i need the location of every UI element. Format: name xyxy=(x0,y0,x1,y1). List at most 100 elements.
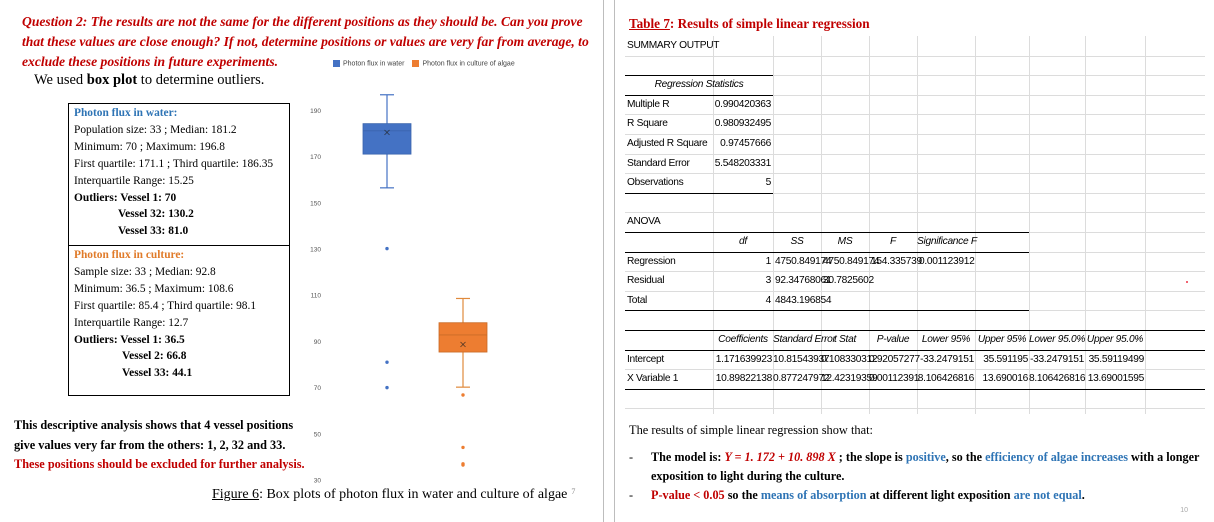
box-plot-chart: 30 50 70 90 110 130 150 170 190 xyxy=(310,94,488,485)
bullet2-c: . xyxy=(1081,488,1085,502)
stat-value: 5 xyxy=(765,177,772,189)
bullet1-b: ; the slope is xyxy=(835,450,906,464)
bullet2-b: at different light exposition xyxy=(866,488,1014,502)
coef-row-label: Intercept xyxy=(627,353,664,365)
y-tick-label: 50 xyxy=(314,431,322,438)
grid-row-line xyxy=(625,55,1205,57)
bullet2-means: means of absorption xyxy=(760,488,867,502)
anova-header: Significance F xyxy=(917,236,977,247)
grid-col-line xyxy=(713,36,714,414)
coef-cell: 0.108330312 xyxy=(821,353,878,365)
grid-col-line xyxy=(975,36,976,414)
y-tick-label: 70 xyxy=(314,385,322,392)
coef-header: P-value xyxy=(876,334,910,345)
coef-cell: 8.106426816 xyxy=(917,373,975,385)
water-line: Minimum: 70 ; Maximum: 196.8 xyxy=(74,140,225,153)
bullet1-efficiency: efficiency of algae increases xyxy=(985,450,1128,464)
anova-cell: 4750.849174 xyxy=(775,255,832,267)
table-rule xyxy=(625,94,773,96)
stat-value: 5.548203331 xyxy=(714,157,772,169)
legend-swatch-culture xyxy=(412,60,420,67)
stats-culture: Photon flux in culture: Sample size: 33 … xyxy=(69,245,289,382)
bullet1-positive: positive xyxy=(905,450,946,464)
outlier-point xyxy=(461,445,465,450)
question-text: Question 2: The results are not the same… xyxy=(22,14,589,69)
culture-line: Minimum: 36.5 ; Maximum: 108.6 xyxy=(74,282,234,295)
coef-header: Standard Error xyxy=(773,334,836,345)
conclusion-red: These positions should be excluded for f… xyxy=(14,457,305,471)
outlier-point xyxy=(385,385,389,390)
water-outliers-label: Outliers: Vessel 1: 70 xyxy=(74,191,177,204)
outlier-point xyxy=(461,463,465,467)
table-rule xyxy=(625,388,1205,390)
page-number: 10 xyxy=(1180,507,1188,514)
table-title-num: Table 7 xyxy=(629,16,670,31)
y-tick-label: 150 xyxy=(310,200,321,207)
results-intro: The results of simple linear regression … xyxy=(629,423,873,437)
grid-col-line xyxy=(821,36,822,414)
regression-spreadsheet: SUMMARY OUTPUT Regression Statistics Multi… xyxy=(625,36,1205,414)
table-rule xyxy=(625,349,1205,351)
summary-output-label: SUMMARY OUTPUT xyxy=(627,40,720,51)
table-rule xyxy=(625,251,1029,253)
culture-line: Interquartile Range: 12.7 xyxy=(74,316,189,329)
figure-caption: Figure 6: Box plots of photon flux in wa… xyxy=(212,487,575,503)
grid-row-line xyxy=(625,290,1205,292)
results-bullets: - The model is: Y = 1. 172 + 10. 898 X ;… xyxy=(629,448,1209,505)
coef-cell: 8.106426816 xyxy=(1029,373,1086,385)
coef-header: Coefficients xyxy=(718,334,768,345)
grid-col-line xyxy=(773,36,774,414)
coef-cell: -33.2479151 xyxy=(920,353,974,365)
table-rule xyxy=(625,75,773,77)
anova-header: F xyxy=(890,236,896,247)
water-outlier: Vessel 32: 130.2 xyxy=(118,208,194,221)
chart-legend: Photon flux in water Photon flux in cult… xyxy=(333,60,515,67)
caption-footnote: 7 xyxy=(571,487,576,496)
legend-item-water: Photon flux in water xyxy=(333,60,404,67)
grid-col-line xyxy=(1029,36,1030,414)
grid-col-line xyxy=(1085,36,1086,414)
grid-row-line xyxy=(625,192,1205,194)
water-title: Photon flux in water: xyxy=(74,107,178,119)
mean-marker xyxy=(384,129,390,136)
intro-post: to determine outliers. xyxy=(137,72,265,88)
stat-label: Adjusted R Square xyxy=(627,138,708,149)
grid-row-line xyxy=(625,271,1205,273)
coef-cell: 10.81543937 xyxy=(773,353,830,365)
slide-left: Question 2: The results are not the same… xyxy=(0,0,604,522)
coef-header: Upper 95% xyxy=(977,334,1027,345)
model-formula: Y = 1. 172 + 10. 898 X xyxy=(724,450,836,464)
culture-line: Sample size: 33 ; Median: 92.8 xyxy=(74,265,216,278)
bullet-dash: - xyxy=(629,450,634,464)
culture-outliers-label: Outliers: Vessel 1: 36.5 xyxy=(74,333,185,346)
culture-line: First quartile: 85.4 ; Third quartile: 9… xyxy=(74,299,257,312)
bullet1-d: with a longer exposition to light during… xyxy=(651,450,1200,483)
bullet-model: - The model is: Y = 1. 172 + 10. 898 X ;… xyxy=(629,448,1209,486)
stat-label: Observations xyxy=(627,177,684,189)
conclusion: This descriptive analysis shows that 4 v… xyxy=(14,416,314,475)
y-tick-label: 170 xyxy=(310,154,321,161)
legend-item-culture: Photon flux in culture of algae xyxy=(412,60,515,67)
culture-title: Photon flux in culture: xyxy=(74,249,185,261)
anova-row-label: Residual xyxy=(627,275,665,287)
coef-cell: 35.591195 xyxy=(983,353,1028,365)
caption-text: : Box plots of photon flux in water and … xyxy=(259,487,568,502)
anova-header: df xyxy=(739,236,747,247)
bullet-dash: - xyxy=(629,488,634,502)
anova-row-label: Regression xyxy=(627,255,676,267)
coef-cell: 12.42319359 xyxy=(821,373,878,385)
bullet1-a: The model is: xyxy=(651,450,725,464)
iqr-box xyxy=(362,123,412,155)
coef-header: Lower 95% xyxy=(921,334,971,345)
stats-box: Photon flux in water: Population size: 3… xyxy=(68,103,290,396)
intro-pre: We used xyxy=(34,72,87,88)
anova-cell: 3 xyxy=(765,275,772,287)
grid-row-line xyxy=(625,75,1205,77)
coef-cell: 0.92057277 xyxy=(869,353,920,365)
grid-row-line xyxy=(625,212,1205,214)
coef-header: t Stat xyxy=(834,334,856,345)
water-line: Population size: 33 ; Median: 181.2 xyxy=(74,123,237,136)
grid-col-line xyxy=(869,36,870,414)
grid-col-line xyxy=(917,36,918,414)
y-tick-label: 30 xyxy=(314,478,322,485)
